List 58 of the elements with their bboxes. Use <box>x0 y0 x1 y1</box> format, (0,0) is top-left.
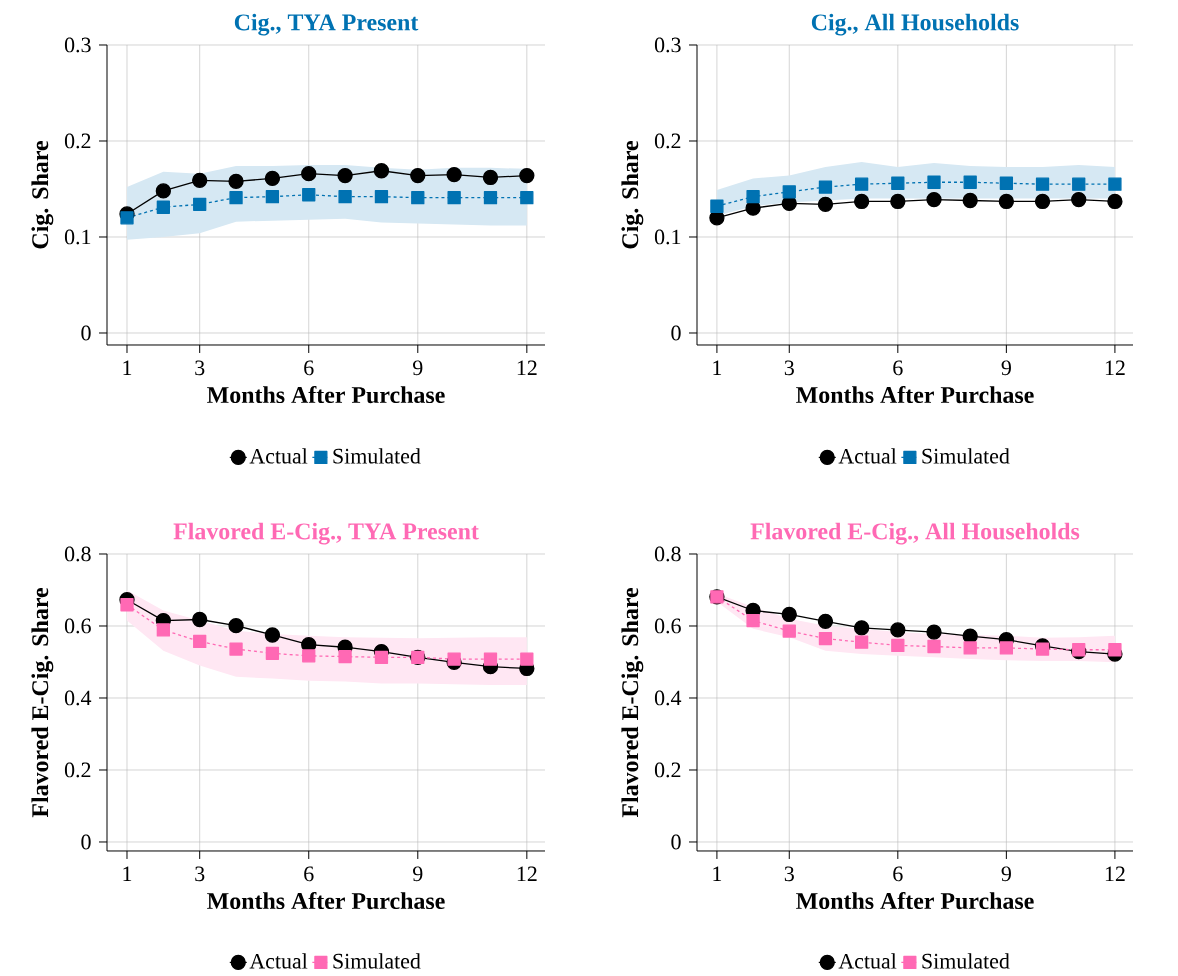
x-tick-label: 1 <box>713 360 722 376</box>
y-axis-title: Cig. Share <box>31 141 54 249</box>
chart-title: Flavored E-Cig., TYA Present <box>173 522 479 545</box>
y-axis-title: Flavored E-Cig. Share <box>621 588 644 818</box>
y-tick-label: 0.4 <box>64 690 92 706</box>
y-tick-label: 0.8 <box>64 546 91 562</box>
x-tick-label: 1 <box>713 866 722 882</box>
x-axis-title: Months After Purchase <box>207 386 445 404</box>
y-tick-label: 0.4 <box>654 690 682 706</box>
y-tick-label: 0.3 <box>654 37 681 53</box>
y-tick-label: 0.3 <box>64 37 91 53</box>
x-axis-title: Months After Purchase <box>207 892 445 910</box>
y-tick-label: 0.6 <box>654 618 681 634</box>
legend-label: Actual <box>249 448 308 464</box>
y-tick-label: 0 <box>671 325 681 341</box>
x-tick-label: 6 <box>304 360 314 376</box>
chart-title: Flavored E-Cig., All Households <box>750 522 1080 545</box>
x-tick-label: 3 <box>195 866 205 882</box>
y-tick-label: 0 <box>81 325 91 341</box>
y-axis-title: Cig. Share <box>621 141 644 249</box>
chart-title: Cig., All Households <box>811 13 1019 36</box>
y-tick-label: 0.8 <box>654 546 681 562</box>
y-tick-label: 0 <box>671 834 681 850</box>
y-tick-label: 0.2 <box>654 762 681 778</box>
x-tick-label: 3 <box>784 360 794 376</box>
x-tick-label: 12 <box>517 360 537 376</box>
chart-title: Cig., TYA Present <box>234 13 419 36</box>
x-tick-label: 1 <box>123 360 132 376</box>
x-tick-label: 6 <box>304 866 314 882</box>
x-axis-title: Months After Purchase <box>796 892 1034 910</box>
y-tick-label: 0.2 <box>64 762 91 778</box>
x-tick-label: 3 <box>195 360 205 376</box>
x-tick-label: 3 <box>784 866 794 882</box>
x-tick-label: 9 <box>1001 360 1011 376</box>
legend-label: Simulated <box>333 953 421 969</box>
x-axis-title: Months After Purchase <box>796 386 1034 404</box>
x-tick-label: 6 <box>893 866 903 882</box>
y-tick-label: 0 <box>81 834 91 850</box>
x-tick-label: 12 <box>1105 866 1125 882</box>
y-tick-label: 0.1 <box>654 229 681 245</box>
legend-label: Actual <box>249 953 308 969</box>
legend-label: Actual <box>838 448 897 464</box>
y-tick-label: 0.6 <box>64 618 91 634</box>
x-tick-label: 9 <box>413 866 423 882</box>
y-tick-label: 0.1 <box>64 229 91 245</box>
x-tick-label: 12 <box>517 866 537 882</box>
x-tick-label: 1 <box>123 866 132 882</box>
x-tick-label: 9 <box>413 360 423 376</box>
legend-label: Simulated <box>922 448 1010 464</box>
x-tick-label: 12 <box>1105 360 1125 376</box>
x-tick-label: 9 <box>1001 866 1011 882</box>
y-axis-title: Flavored E-Cig. Share <box>31 588 54 818</box>
y-tick-label: 0.2 <box>64 133 91 149</box>
legend-label: Simulated <box>922 953 1010 969</box>
x-tick-label: 6 <box>893 360 903 376</box>
legend-label: Actual <box>838 953 897 969</box>
y-tick-label: 0.2 <box>654 133 681 149</box>
legend-label: Simulated <box>333 448 421 464</box>
